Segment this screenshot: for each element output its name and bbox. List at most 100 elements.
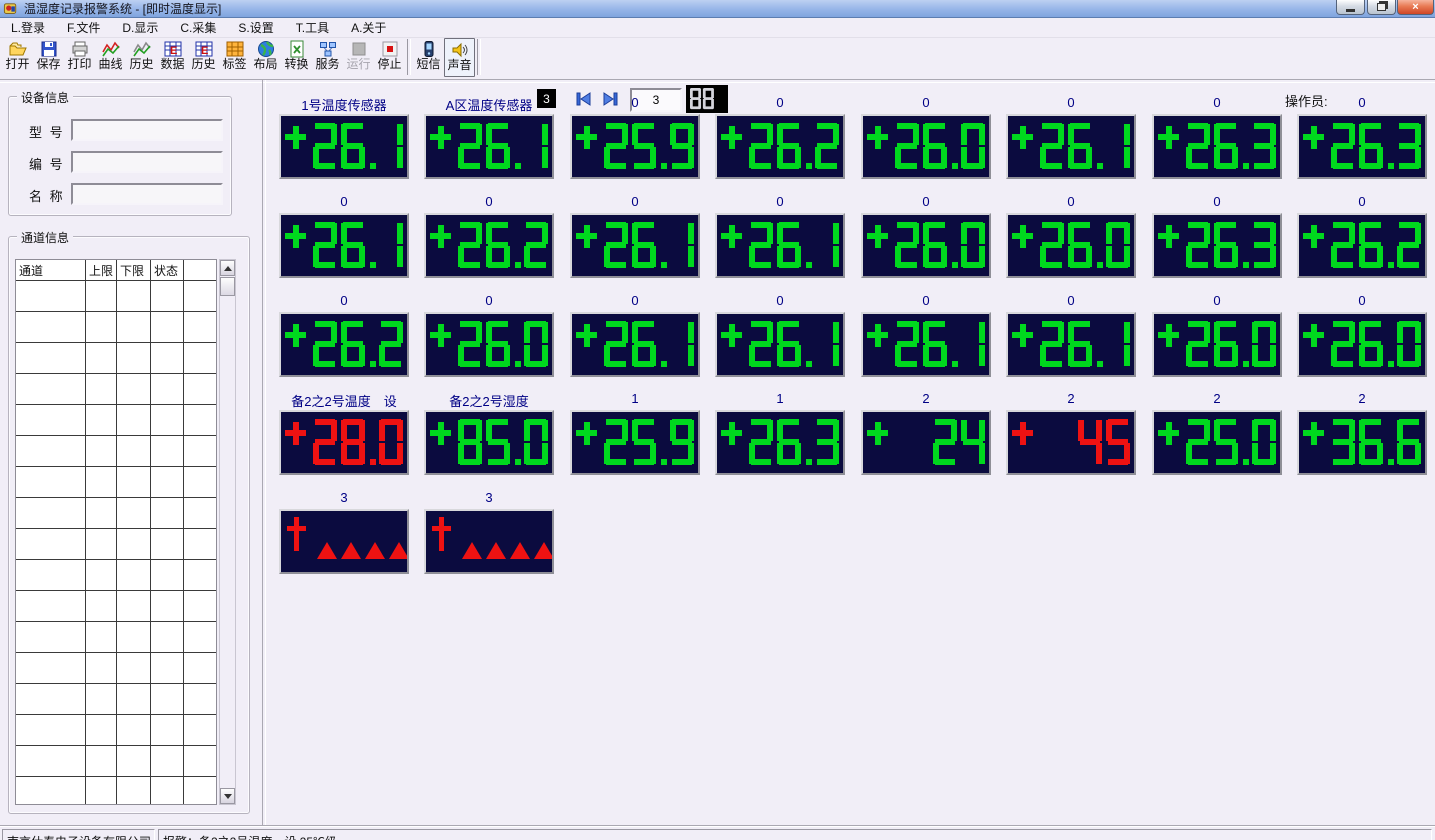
lcd-channel-label: 2	[1213, 391, 1221, 406]
toolbar-button-convert[interactable]: 转换	[281, 38, 312, 77]
lcd-display	[570, 312, 700, 377]
lcd-channel-label: 1	[776, 391, 784, 406]
lcd-channel-label: 2	[1067, 391, 1075, 406]
toolbar-button-label: 服务	[315, 57, 340, 71]
channel-table-cell	[151, 653, 184, 683]
minimize-button[interactable]	[1336, 0, 1365, 15]
channel-table-row	[16, 653, 216, 684]
lcd-channel-label: 0	[1213, 194, 1221, 209]
lcd-display	[570, 114, 700, 179]
channel-table-cell	[117, 653, 151, 683]
open-folder-icon	[9, 39, 27, 58]
toolbar-button-print[interactable]: 打印	[64, 38, 95, 77]
device-field-label: 名 称	[29, 189, 65, 204]
channel-table-cell	[16, 560, 86, 590]
lcd-channel-label: 0	[485, 293, 493, 308]
phone-icon	[420, 39, 438, 58]
menu-item-5[interactable]: T.工具	[295, 21, 330, 35]
stop-icon	[381, 39, 399, 58]
channel-column-header: 通道	[16, 260, 86, 280]
channel-table-cell	[86, 777, 117, 804]
channel-table-row	[16, 405, 216, 436]
lcd-display	[424, 213, 554, 278]
next-page-button[interactable]	[600, 88, 621, 109]
toolbar-button-layout[interactable]: 布局	[250, 38, 281, 77]
channel-table-cell	[86, 405, 117, 435]
data-table-icon: E	[164, 39, 182, 58]
toolbar-button-curve[interactable]: 曲线	[95, 38, 126, 77]
channel-table-cell	[86, 746, 117, 776]
channel-table-cell	[117, 622, 151, 652]
scroll-up-button[interactable]	[220, 260, 235, 276]
lcd-channel-label: 0	[776, 194, 784, 209]
toolbar-button-open[interactable]: 打开	[2, 38, 33, 77]
channel-table-cell	[16, 746, 86, 776]
channel-table-row	[16, 343, 216, 374]
lcd-channel-label: 0	[1358, 95, 1366, 110]
channel-table-row	[16, 591, 216, 622]
channel-table-cell	[16, 529, 86, 559]
lcd-channel-label: 0	[631, 95, 639, 110]
toolbar-button-save[interactable]: 保存	[33, 38, 64, 77]
lcd-display	[424, 410, 554, 475]
channel-table-cell	[117, 591, 151, 621]
lcd-display	[1006, 410, 1136, 475]
menu-item-6[interactable]: A.关于	[351, 21, 387, 35]
menu-item-0[interactable]: L.登录	[11, 21, 46, 35]
page-number-input[interactable]	[630, 88, 682, 112]
channel-table-cell	[151, 591, 184, 621]
status-company: 南京仕春电子设备有限公司	[2, 829, 155, 840]
lcd-channel-label: A区温度传感器	[445, 98, 533, 113]
menu-item-4[interactable]: S.设置	[238, 21, 274, 35]
menu-item-1[interactable]: F.文件	[67, 21, 101, 35]
toolbar-button-hist-data[interactable]: E 历史	[188, 38, 219, 77]
lcd-channel-label: 0	[340, 194, 348, 209]
channel-table-cell	[117, 312, 151, 342]
device-field-input-1[interactable]	[71, 151, 223, 173]
scroll-down-button[interactable]	[220, 788, 235, 804]
menu-item-2[interactable]: D.显示	[122, 21, 159, 35]
toolbar-separator	[477, 39, 481, 75]
toolbar-button-label[interactable]: 标签	[219, 38, 250, 77]
toolbar-button-hist-curve[interactable]: 历史	[126, 38, 157, 77]
lcd-display	[1006, 213, 1136, 278]
device-field-row: 名 称	[9, 183, 231, 205]
channel-info-group: 通道信息 通道 上限 下限 状态	[8, 229, 250, 814]
toolbar-button-data[interactable]: E 数据	[157, 38, 188, 77]
prev-page-button[interactable]	[572, 88, 593, 109]
channel-table-cell	[151, 467, 184, 497]
channel-table-cell	[151, 343, 184, 373]
toolbar-button-service[interactable]: 服务	[312, 38, 343, 77]
restore-icon	[1377, 3, 1386, 11]
toolbar-button-label: 运行	[346, 57, 371, 71]
toolbar-button-label: 转换	[284, 57, 309, 71]
lcd-channel-label: 3	[485, 490, 493, 505]
toolbar-button-sms[interactable]: 短信	[413, 38, 444, 77]
restore-button[interactable]	[1367, 0, 1396, 15]
lcd-channel-label: 0	[1358, 293, 1366, 308]
close-button[interactable]: ×	[1397, 0, 1434, 15]
toolbar-button-stop[interactable]: 停止	[374, 38, 405, 77]
channel-table-cell	[16, 436, 86, 466]
lcd-channel-label: 0	[485, 194, 493, 209]
channel-column-header: 状态	[151, 260, 184, 280]
skip-forward-icon	[603, 91, 617, 106]
menu-item-3[interactable]: C.采集	[180, 21, 217, 35]
lcd-display	[715, 114, 845, 179]
device-field-input-2[interactable]	[71, 183, 223, 205]
device-field-row: 编 号	[9, 151, 231, 173]
toolbar-button-label: 打印	[67, 57, 92, 71]
lcd-channel-label: 3	[340, 490, 348, 505]
window-title: 温湿度记录报警系统 - [即时温度显示]	[24, 2, 222, 16]
status-alarm: 报警：备2之2号温度 设 25℃级	[158, 829, 1432, 840]
channel-table-cell	[151, 622, 184, 652]
channel-table-cell	[117, 405, 151, 435]
lcd-channel-label: 0	[631, 194, 639, 209]
channel-table-cell	[117, 715, 151, 745]
lcd-display	[861, 114, 991, 179]
lcd-channel-label: 0	[922, 95, 930, 110]
device-field-input-0[interactable]	[71, 119, 223, 141]
channel-table-scrollbar[interactable]	[219, 259, 236, 805]
scrollbar-thumb[interactable]	[220, 277, 235, 296]
toolbar-button-sound[interactable]: 声音	[444, 38, 475, 77]
